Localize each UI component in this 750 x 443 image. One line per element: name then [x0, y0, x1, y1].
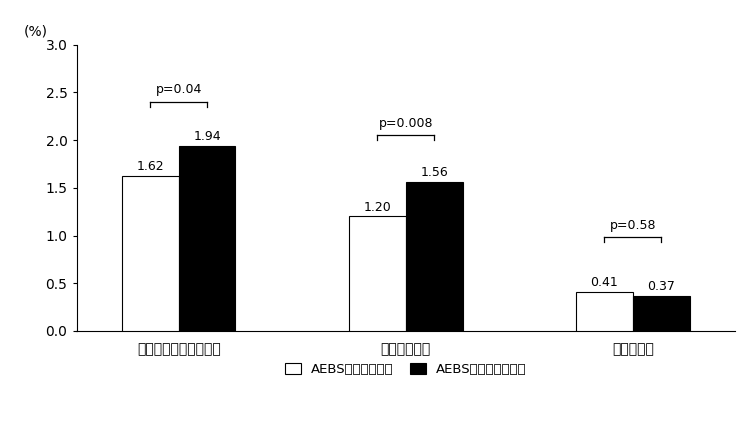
Legend: AEBS搭載トラック, AEBS非搭載トラック: AEBS搭載トラック, AEBS非搭載トラック [280, 358, 532, 381]
Bar [633, 295, 689, 331]
Text: 1.20: 1.20 [364, 201, 392, 214]
Text: p=0.04: p=0.04 [155, 83, 202, 96]
Text: (%): (%) [24, 25, 48, 39]
Bar [122, 176, 178, 331]
Text: 0.41: 0.41 [590, 276, 618, 289]
Bar [406, 182, 463, 331]
Text: 1.56: 1.56 [420, 166, 448, 179]
Text: p=0.58: p=0.58 [610, 219, 656, 232]
Text: 1.94: 1.94 [194, 130, 221, 143]
Text: 1.62: 1.62 [136, 160, 164, 174]
Text: 0.37: 0.37 [647, 280, 675, 293]
Bar [349, 217, 406, 331]
Bar [576, 292, 633, 331]
Text: p=0.008: p=0.008 [379, 117, 433, 130]
Bar [178, 146, 236, 331]
